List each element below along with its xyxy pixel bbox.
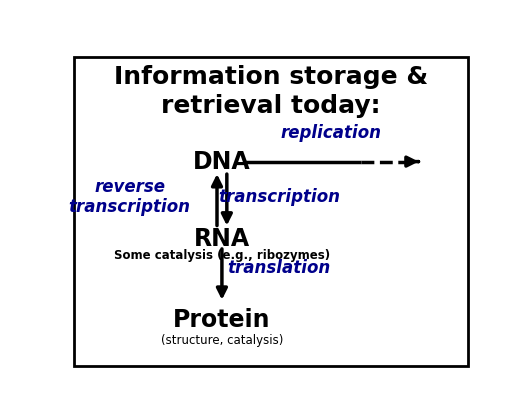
Text: Information storage &
retrieval today:: Information storage & retrieval today: <box>114 65 428 118</box>
Text: replication: replication <box>280 124 381 142</box>
Text: reverse
transcription: reverse transcription <box>69 178 190 217</box>
Text: Protein: Protein <box>173 308 271 332</box>
Text: translation: translation <box>227 259 331 277</box>
Text: Some catalysis (e.g., ribozymes): Some catalysis (e.g., ribozymes) <box>114 248 330 261</box>
Text: transcription: transcription <box>218 188 340 206</box>
FancyBboxPatch shape <box>74 57 468 367</box>
Text: (structure, catalysis): (structure, catalysis) <box>161 334 283 347</box>
Text: RNA: RNA <box>194 227 250 251</box>
Text: DNA: DNA <box>193 150 251 173</box>
